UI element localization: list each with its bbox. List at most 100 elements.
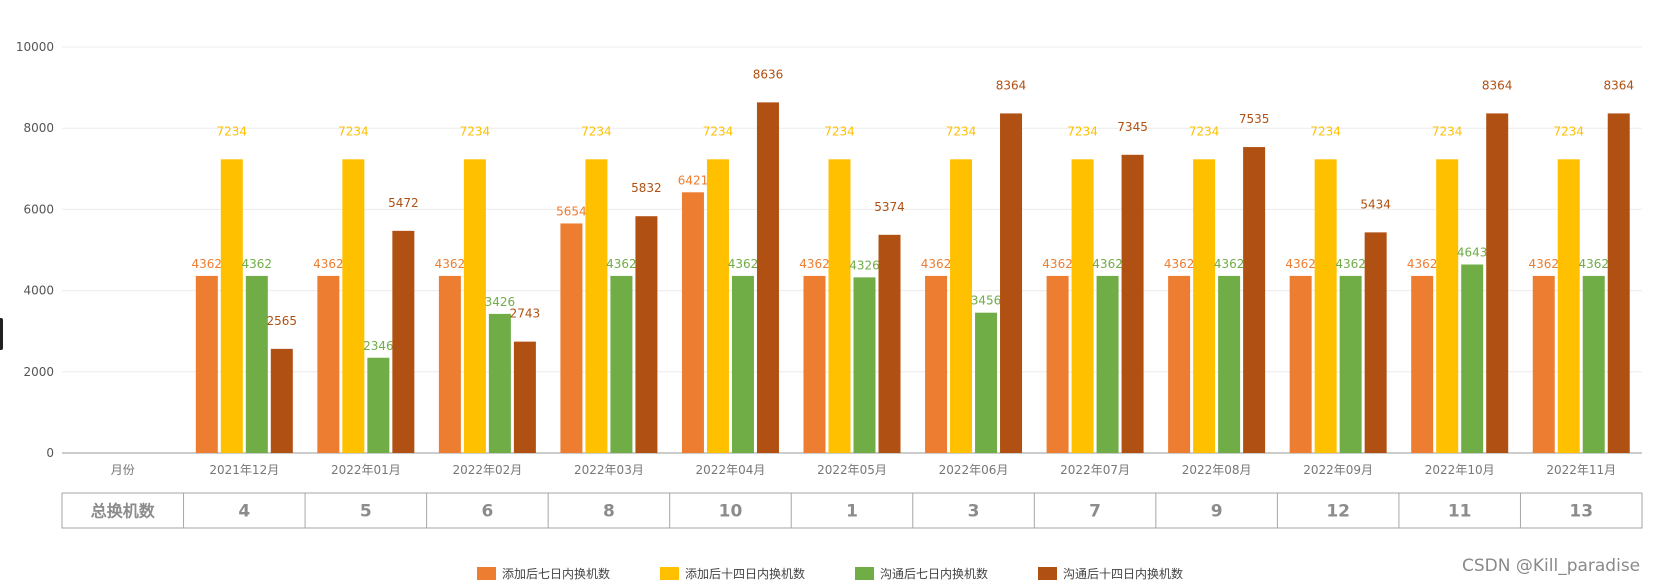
x-tick-label: 2022年02月 <box>452 463 522 477</box>
bar <box>1289 275 1312 453</box>
bar-data-label: 4362 <box>313 257 344 271</box>
bar <box>392 230 415 453</box>
legend-swatch <box>477 567 496 580</box>
legend-label: 添加后七日内换机数 <box>502 566 610 581</box>
data-table-cell: 6 <box>481 502 493 522</box>
bar-data-label: 7234 <box>338 124 369 138</box>
data-table-cell: 12 <box>1326 502 1350 522</box>
bar-data-label: 7234 <box>460 124 491 138</box>
x-tick-label: 2022年10月 <box>1425 463 1495 477</box>
bar-data-label: 4362 <box>728 257 759 271</box>
data-table-cell: 4 <box>238 502 250 522</box>
bar-data-label: 8364 <box>1603 78 1634 92</box>
bar <box>438 275 461 453</box>
x-tick-label: 2022年11月 <box>1546 463 1616 477</box>
bar <box>342 159 365 453</box>
data-table-cell: 3 <box>968 502 980 522</box>
data-table-cell: 5 <box>360 502 372 522</box>
bar <box>1218 275 1241 453</box>
y-tick-label: 8000 <box>23 121 54 135</box>
bar-data-label: 5374 <box>874 200 905 214</box>
bar-data-label: 4362 <box>1528 257 1559 271</box>
data-table-cell: 13 <box>1569 502 1593 522</box>
bar <box>1582 275 1605 453</box>
bar-data-label: 4362 <box>1335 257 1366 271</box>
bar-data-label: 4362 <box>799 257 830 271</box>
bar-data-label: 7234 <box>1432 124 1463 138</box>
bar-data-label: 7234 <box>1553 124 1584 138</box>
bar <box>975 312 998 453</box>
bar <box>488 313 511 453</box>
bar <box>706 159 729 453</box>
bar-data-label: 2743 <box>510 307 541 321</box>
data-table-cell: 8 <box>603 502 615 522</box>
y-tick-label: 10000 <box>16 40 54 54</box>
bar-data-label: 7234 <box>703 124 734 138</box>
bar-data-label: 5832 <box>631 181 662 195</box>
bar <box>731 275 754 453</box>
bar <box>513 341 536 453</box>
bar <box>756 102 779 453</box>
bar-data-label: 4362 <box>242 257 273 271</box>
bar-data-label: 7234 <box>1067 124 1098 138</box>
bar-data-label: 4643 <box>1457 245 1488 259</box>
bar-data-label: 4362 <box>1164 257 1195 271</box>
data-table-cell: 10 <box>719 502 743 522</box>
legend-label: 沟通后七日内换机数 <box>880 566 988 581</box>
bar <box>220 159 243 453</box>
x-tick-label: 2022年04月 <box>696 463 766 477</box>
bar <box>878 234 901 453</box>
bar-data-label: 4326 <box>849 258 880 272</box>
bar <box>1557 159 1580 453</box>
bar-data-label: 4362 <box>1092 257 1123 271</box>
bar <box>245 275 268 453</box>
bar-data-label: 5434 <box>1360 197 1391 211</box>
bar <box>610 275 633 453</box>
bar-data-label: 7234 <box>581 124 612 138</box>
data-table-row-label: 总换机数 <box>91 502 156 521</box>
bar <box>950 159 973 453</box>
bar-data-label: 4362 <box>1042 257 1073 271</box>
bar <box>1121 154 1144 453</box>
bar-data-label: 4362 <box>1214 257 1245 271</box>
bar <box>925 275 948 453</box>
bar <box>1339 275 1362 453</box>
bar <box>270 348 293 453</box>
data-table-cell: 9 <box>1211 502 1223 522</box>
y-tick-label: 6000 <box>23 202 54 216</box>
bar <box>1071 159 1094 453</box>
bar-data-label: 5654 <box>556 204 587 218</box>
bar-data-label: 4362 <box>606 257 637 271</box>
bar <box>1461 264 1484 453</box>
y-tick-label: 4000 <box>23 284 54 298</box>
legend-swatch <box>855 567 874 580</box>
bar <box>635 216 658 453</box>
legend-label: 添加后十四日内换机数 <box>685 566 805 581</box>
bar-data-label: 7234 <box>824 124 855 138</box>
bar <box>1193 159 1216 453</box>
data-table-cell: 1 <box>846 502 858 522</box>
legend-swatch <box>1038 567 1057 580</box>
bar <box>1364 232 1387 453</box>
side-scroll-marker <box>0 318 3 350</box>
bar-data-label: 2346 <box>363 339 394 353</box>
data-table-border <box>61 492 1643 529</box>
bar <box>195 275 218 453</box>
bar-data-label: 7234 <box>1310 124 1341 138</box>
bar-data-label: 4362 <box>1578 257 1609 271</box>
x-tick-label: 2022年09月 <box>1303 463 1373 477</box>
bar <box>1096 275 1119 453</box>
bar-data-label: 4362 <box>435 257 466 271</box>
bar <box>1607 113 1630 453</box>
x-tick-label: 2022年07月 <box>1060 463 1130 477</box>
bar <box>803 275 826 453</box>
bar <box>367 357 390 453</box>
bar-data-label: 7345 <box>1117 120 1148 134</box>
bar-data-label: 4362 <box>1407 257 1438 271</box>
x-tick-label: 2021年12月 <box>209 463 279 477</box>
y-tick-label: 2000 <box>23 365 54 379</box>
bar <box>1532 275 1555 453</box>
y-tick-label: 0 <box>46 446 54 460</box>
bar <box>828 159 851 453</box>
